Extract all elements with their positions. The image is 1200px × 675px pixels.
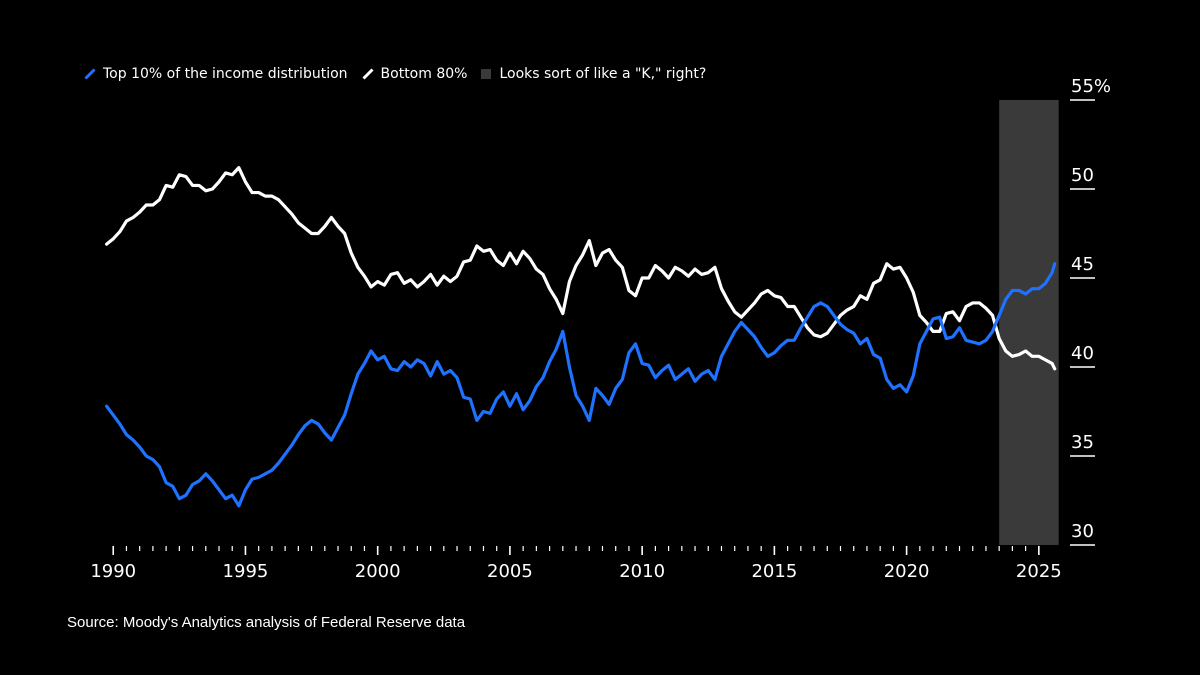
x-tick-label-2015: 2015 bbox=[751, 561, 797, 582]
legend-item-shade: Looks sort of like a "K," right? bbox=[481, 66, 706, 82]
series-layer bbox=[105, 166, 1057, 508]
series-line-bottom80 bbox=[105, 166, 1057, 371]
y-tick-label-55%: 55% bbox=[1071, 76, 1111, 97]
x-tick-label-2025: 2025 bbox=[1016, 561, 1062, 582]
x-tick-label-2005: 2005 bbox=[487, 561, 533, 582]
legend-item-bottom80: Bottom 80% bbox=[361, 66, 468, 82]
x-tick-label-2020: 2020 bbox=[884, 561, 930, 582]
y-tick-label-35: 35 bbox=[1071, 432, 1094, 453]
x-tick-label-2000: 2000 bbox=[355, 561, 401, 582]
source-note: Source: Moody's Analytics analysis of Fe… bbox=[67, 614, 466, 631]
axis-layer: 1990 1995 2000 2005 2010 2015 2020 2025 30 35 40 45… bbox=[90, 76, 1111, 582]
legend-label-shade: Looks sort of like a "K," right? bbox=[499, 66, 707, 82]
y-tick-label-45: 45 bbox=[1071, 254, 1094, 275]
shaded-region-layer bbox=[999, 100, 1059, 545]
legend-label-top10: Top 10% of the income distribution bbox=[103, 66, 348, 82]
series-line-top10 bbox=[105, 262, 1057, 508]
y-tick-label-40: 40 bbox=[1071, 343, 1094, 364]
x-tick-label-1995: 1995 bbox=[223, 561, 269, 582]
legend-swatch-bottom80 bbox=[361, 68, 374, 80]
legend-swatch-top10 bbox=[84, 68, 96, 80]
legend-swatch-shade bbox=[481, 69, 492, 79]
y-tick-label-30: 30 bbox=[1071, 521, 1094, 542]
shaded-region bbox=[999, 100, 1059, 545]
y-tick-label-50: 50 bbox=[1071, 165, 1094, 186]
x-tick-label-1990: 1990 bbox=[90, 561, 136, 582]
x-tick-label-2010: 2010 bbox=[619, 561, 665, 582]
legend-item-top10: Top 10% of the income distribution bbox=[84, 66, 348, 82]
legend: Top 10% of the income distribution Botto… bbox=[84, 66, 720, 82]
legend-label-bottom80: Bottom 80% bbox=[380, 66, 468, 82]
